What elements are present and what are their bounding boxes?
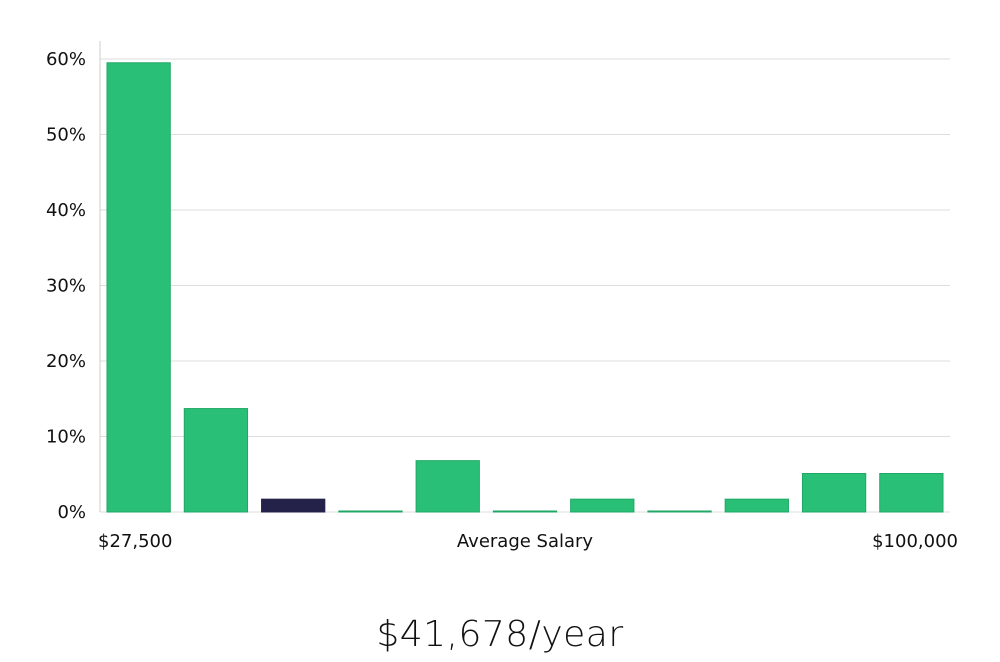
y-tick-label: 30% xyxy=(46,276,86,297)
histogram-bar xyxy=(724,498,789,513)
histogram-bar xyxy=(415,460,480,513)
x-axis-start-label: $27,500 xyxy=(98,531,172,552)
histogram-bar xyxy=(879,472,944,513)
histogram-bar xyxy=(647,510,712,513)
y-tick-label: 0% xyxy=(57,502,86,523)
y-tick-label: 60% xyxy=(46,49,86,70)
histogram-bar xyxy=(106,62,171,513)
y-tick-label: 10% xyxy=(46,427,86,448)
y-axis-ticks: 0% 10% 20% 30% 40% 50% 60% xyxy=(46,49,86,523)
average-salary-value: $41,678/year xyxy=(376,614,624,655)
salary-histogram: 0% 10% 20% 30% 40% 50% 60% $27,500 Average Sal… xyxy=(46,41,958,552)
histogram-bar xyxy=(338,510,403,513)
histogram-bar-highlighted xyxy=(261,498,326,513)
histogram-bar xyxy=(801,472,867,513)
bars xyxy=(106,62,944,513)
histogram-bar xyxy=(183,408,249,513)
histogram-bar xyxy=(570,498,635,513)
y-tick-label: 50% xyxy=(46,125,86,146)
x-axis-title: Average Salary xyxy=(457,531,594,552)
y-tick-label: 20% xyxy=(46,351,86,372)
x-axis-end-label: $100,000 xyxy=(872,531,958,552)
histogram-bar xyxy=(492,510,558,513)
y-tick-label: 40% xyxy=(46,200,86,221)
